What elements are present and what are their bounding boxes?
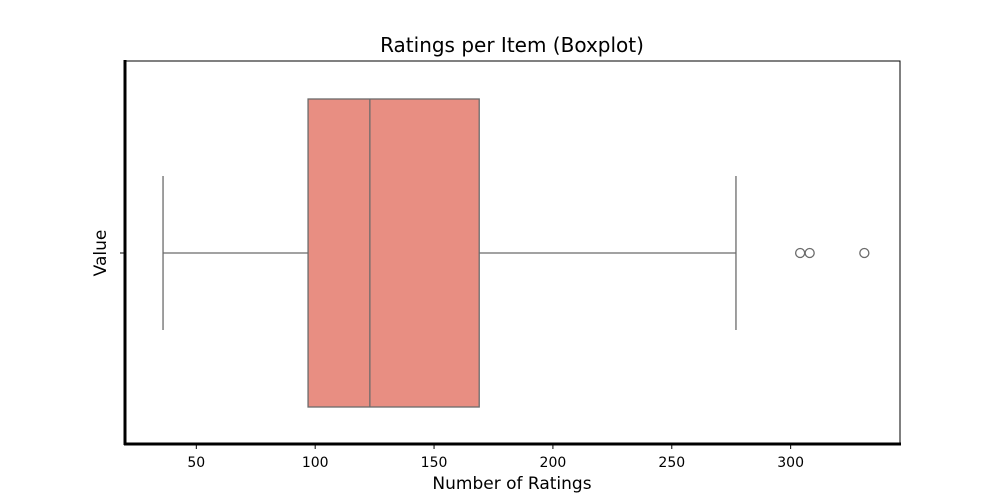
x-tick-label: 200 [540,455,567,471]
chart-title: Ratings per Item (Boxplot) [380,33,644,57]
x-ticks: 50 100 150 200 250 300 [187,444,804,471]
x-tick-label: 300 [777,455,804,471]
y-axis-label: Value [91,230,111,277]
x-axis-label: Number of Ratings [432,474,591,494]
outlier-point [795,247,806,259]
outlier-point [804,247,815,259]
boxplot-series [162,98,870,408]
iqr-box [307,98,480,408]
x-tick-label: 100 [302,455,329,471]
x-tick-label: 250 [658,455,685,471]
outlier-point [859,247,870,259]
x-tick-label: 150 [421,455,448,471]
x-tick-label: 50 [187,455,205,471]
